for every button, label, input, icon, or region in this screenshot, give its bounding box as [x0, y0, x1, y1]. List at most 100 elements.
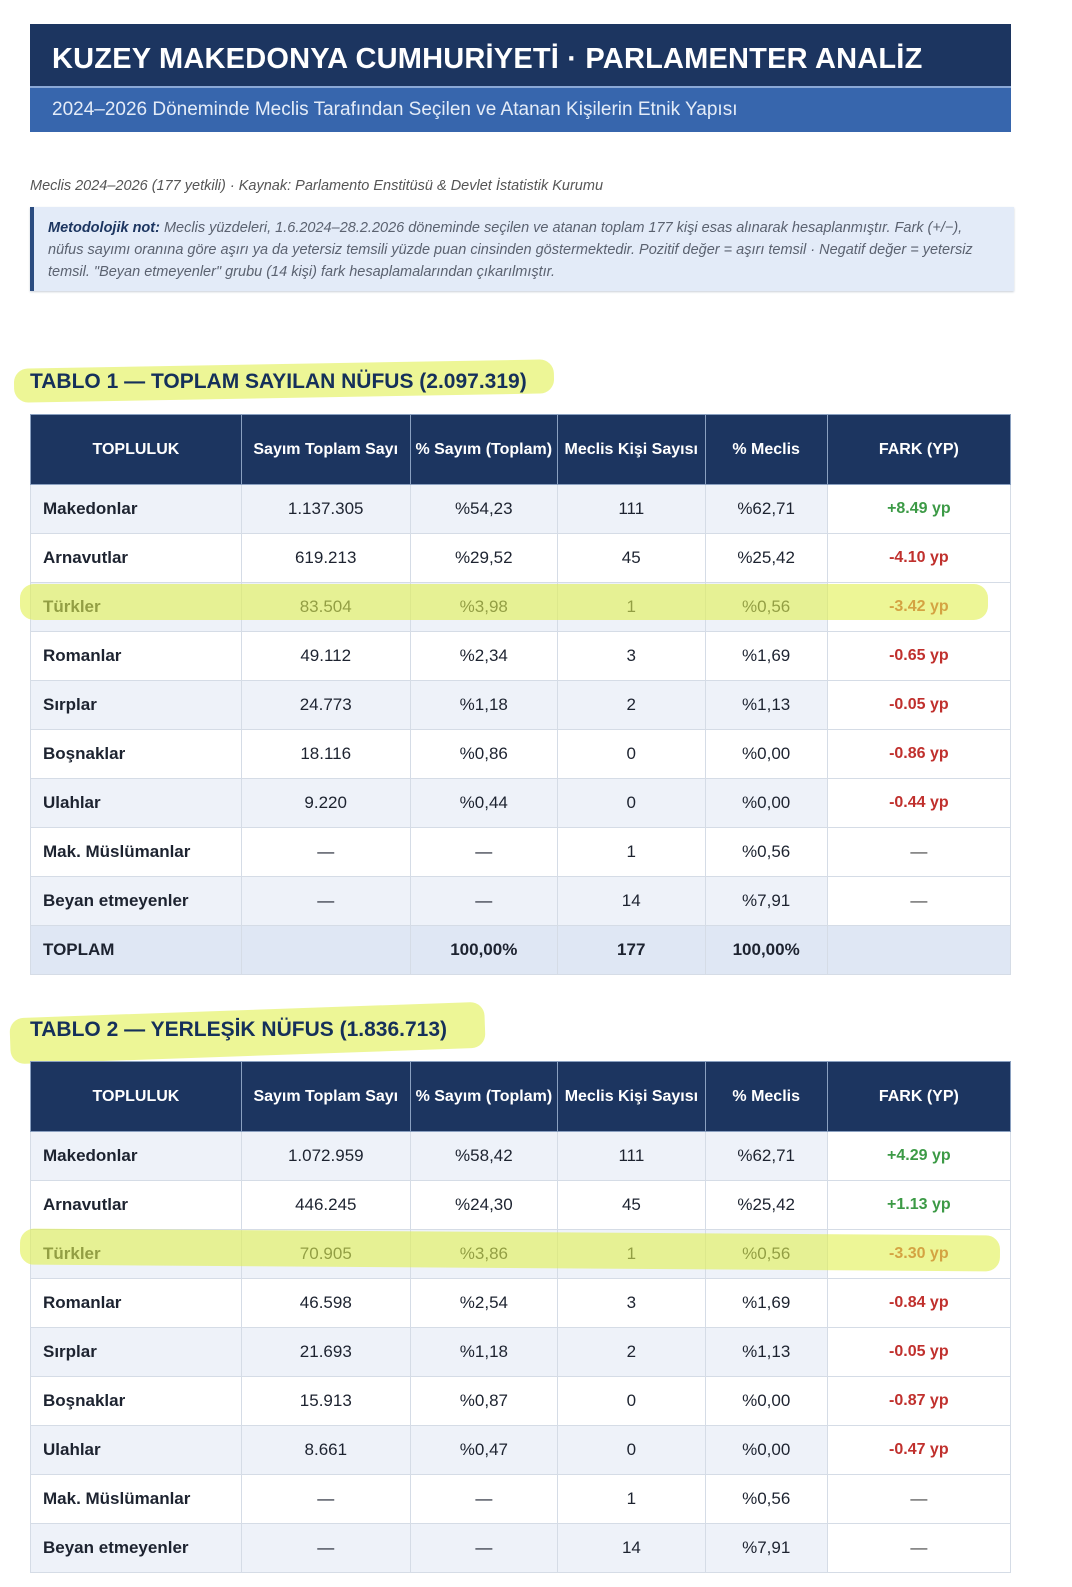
cell: Romanlar	[30, 631, 242, 681]
cell: %1,69	[704, 631, 828, 681]
cell: %7,91	[704, 876, 828, 926]
cell: —	[826, 1474, 1012, 1524]
cell: 3	[557, 1278, 706, 1328]
cell: %1,13	[704, 1327, 828, 1377]
cell: 177	[556, 925, 706, 975]
cell: 1	[557, 1229, 706, 1279]
cell: 45	[556, 533, 706, 583]
cell: —	[409, 1474, 559, 1524]
cell: Makedonlar	[30, 1131, 242, 1181]
cell: 100,00%	[409, 925, 558, 975]
column-header: % Meclis	[704, 1061, 828, 1132]
column-header: Meclis Kişi Sayısı	[557, 1061, 706, 1132]
cell: 446.245	[240, 1180, 411, 1230]
cell: %0,00	[704, 1376, 828, 1426]
cell: 83.504	[240, 582, 411, 632]
cell: —	[409, 827, 558, 877]
cell: %3,86	[409, 1229, 559, 1279]
cell: 14	[556, 876, 706, 926]
cell: Arnavutlar	[30, 533, 242, 583]
cell	[240, 925, 411, 975]
table-row: Mak. Müslümanlar — —1 %0,56—	[30, 1474, 1012, 1524]
cell: -3.42 yp	[826, 582, 1012, 632]
cell: 18.116	[240, 729, 411, 779]
table-row: Türkler 70.905 %3,86 1 %0,56 -3.30 yp	[30, 1229, 1012, 1279]
cell: Ulahlar	[30, 1425, 242, 1475]
cell: %58,42	[409, 1131, 559, 1181]
cell: %1,18	[409, 680, 558, 730]
cell: Romanlar	[30, 1278, 242, 1328]
cell: %0,56	[704, 582, 828, 632]
cell: %7,91	[704, 1523, 828, 1573]
column-header: % Sayım (Toplam)	[409, 1061, 559, 1132]
cell: %1,13	[704, 680, 828, 730]
cell: 15.913	[240, 1376, 411, 1426]
cell: 2	[556, 680, 706, 730]
cell: —	[240, 1523, 411, 1573]
column-header: % Sayım (Toplam)	[409, 414, 558, 485]
cell: Beyan etmeyenler	[30, 1523, 242, 1573]
cell: Makedonlar	[30, 484, 242, 534]
column-header: FARK (YP)	[826, 1061, 1012, 1132]
cell: +1.13 yp	[826, 1180, 1012, 1230]
cell: +8.49 yp	[826, 484, 1012, 534]
cell: -0.87 yp	[826, 1376, 1012, 1426]
cell: 1.137.305	[240, 484, 411, 534]
cell: Sırplar	[30, 1327, 242, 1377]
column-header: Sayım Toplam Sayı	[240, 1061, 411, 1132]
cell: -0.05 yp	[826, 680, 1012, 730]
cell: %54,23	[409, 484, 558, 534]
cell: %25,42	[704, 533, 828, 583]
cell: 0	[557, 1376, 706, 1426]
cell: %29,52	[409, 533, 558, 583]
cell: 1	[556, 582, 706, 632]
cell: -0.65 yp	[826, 631, 1012, 681]
table-row: Arnavutlar 619.213 %29,52 45 %25,42 -4.10 yp	[30, 533, 1012, 583]
cell: 70.905	[240, 1229, 411, 1279]
cell: -0.44 yp	[826, 778, 1012, 828]
table-row: Arnavutlar 446.245 %24,30 45 %25,42 +1.13 yp	[30, 1180, 1012, 1230]
cell: -4.10 yp	[826, 533, 1012, 583]
cell: Sırplar	[30, 680, 242, 730]
cell: —	[409, 876, 558, 926]
table-row: Boşnaklar 15.913 %0,87 0 %0,00 -0.87 yp	[30, 1376, 1012, 1426]
cell: 111	[556, 484, 706, 534]
cell: Mak. Müslümanlar	[30, 1474, 242, 1524]
column-header: FARK (YP)	[826, 414, 1012, 485]
table-row: Ulahlar 9.220 %0,44 0 %0,00 -0.44 yp	[30, 778, 1012, 828]
table-row: Beyan etmeyenler — —14 %7,91—	[30, 876, 1012, 926]
cell: —	[826, 827, 1012, 877]
table-row: Türkler 83.504 %3,98 1 %0,56 -3.42 yp	[30, 582, 1012, 632]
cell: %0,44	[409, 778, 558, 828]
cell: %0,86	[409, 729, 558, 779]
cell: Mak. Müslümanlar	[30, 827, 242, 877]
table-row: Makedonlar 1.072.959 %58,42 111 %62,71 +4.29 …	[30, 1131, 1012, 1181]
report-title: KUZEY MAKEDONYA CUMHURİYETİ · PARLAMENTE…	[30, 24, 1011, 86]
cell: %62,71	[704, 1131, 828, 1181]
table-row: Mak. Müslümanlar — —1 %0,56—	[30, 827, 1012, 877]
cell: —	[240, 876, 411, 926]
cell: —	[240, 827, 411, 877]
cell: -0.84 yp	[826, 1278, 1012, 1328]
cell: Arnavutlar	[30, 1180, 242, 1230]
cell: —	[826, 1523, 1012, 1573]
column-header: TOPLULUK	[30, 1061, 242, 1132]
cell: —	[826, 876, 1012, 926]
cell: Ulahlar	[30, 778, 242, 828]
cell: 2	[557, 1327, 706, 1377]
cell: 21.693	[240, 1327, 411, 1377]
cell: 0	[556, 729, 706, 779]
cell: %1,18	[409, 1327, 559, 1377]
cell: %0,56	[704, 827, 828, 877]
table-row: Ulahlar 8.661 %0,47 0 %0,00 -0.47 yp	[30, 1425, 1012, 1475]
cell: -0.05 yp	[826, 1327, 1012, 1377]
cell: 14	[557, 1523, 706, 1573]
note-text: Meclis yüzdeleri, 1.6.2024–28.2.2026 dön…	[48, 220, 973, 280]
table1-title: TABLO 1 — TOPLAM SAYILAN NÜFUS (2.097.31…	[30, 370, 527, 393]
total-row: TOPLAM 100,00% 177 100,00%	[30, 925, 1012, 975]
cell: 45	[557, 1180, 706, 1230]
cell: Boşnaklar	[30, 1376, 242, 1426]
cell: %0,00	[704, 729, 828, 779]
cell: —	[409, 1523, 559, 1573]
cell: Boşnaklar	[30, 729, 242, 779]
